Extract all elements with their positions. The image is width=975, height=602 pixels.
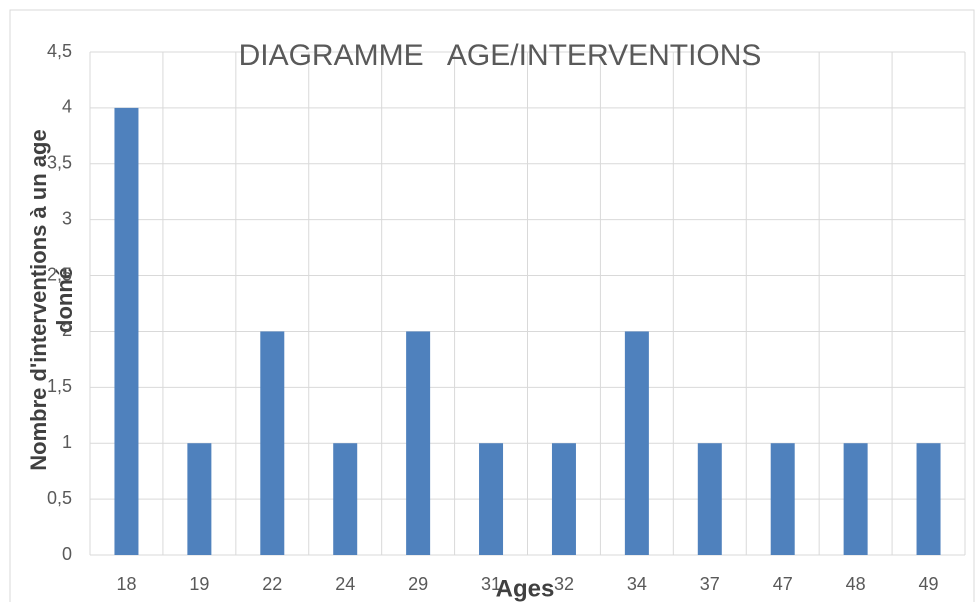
x-tick-label: 34	[627, 574, 647, 594]
bar	[551, 443, 576, 555]
bar	[114, 107, 139, 555]
x-tick-label: 48	[846, 574, 866, 594]
y-tick-label: 4,5	[47, 41, 72, 61]
bar	[333, 443, 358, 555]
bar	[406, 331, 431, 555]
y-axis-label: Nombre d'interventions à un agedonné	[26, 129, 77, 470]
x-tick-label: 31	[481, 574, 501, 594]
bar	[479, 443, 504, 555]
y-tick-label: 3,5	[47, 153, 72, 173]
y-tick-label: 1	[62, 432, 72, 452]
y-axis-label-line: Nombre d'interventions à un age	[26, 129, 51, 470]
y-tick-label: 1,5	[47, 376, 72, 396]
bar	[697, 443, 722, 555]
y-tick-label: 3	[62, 208, 72, 228]
bar	[187, 443, 212, 555]
y-axis-label-line: donné	[52, 267, 77, 333]
bar	[770, 443, 795, 555]
x-tick-label: 49	[919, 574, 939, 594]
y-tick-label: 0,5	[47, 488, 72, 508]
bar	[260, 331, 285, 555]
chart-title: DIAGRAMME AGE/INTERVENTIONS	[239, 39, 762, 72]
bar	[843, 443, 868, 555]
y-tick-label: 4	[62, 97, 72, 117]
y-tick-label: 0	[62, 544, 72, 564]
x-tick-label: 22	[262, 574, 282, 594]
y-tick-label: 2	[62, 320, 72, 340]
x-tick-label: 24	[335, 574, 355, 594]
x-tick-label: 32	[554, 574, 574, 594]
bar	[916, 443, 941, 555]
x-tick-label: 19	[189, 574, 209, 594]
x-tick-label: 29	[408, 574, 428, 594]
x-tick-label: 18	[116, 574, 136, 594]
chart-border	[9, 9, 975, 602]
x-tick-label: 37	[700, 574, 720, 594]
x-tick-label: 47	[773, 574, 793, 594]
x-axis-label: Ages	[496, 575, 555, 602]
y-tick-label: 2,5	[47, 264, 72, 284]
bar	[624, 331, 649, 555]
